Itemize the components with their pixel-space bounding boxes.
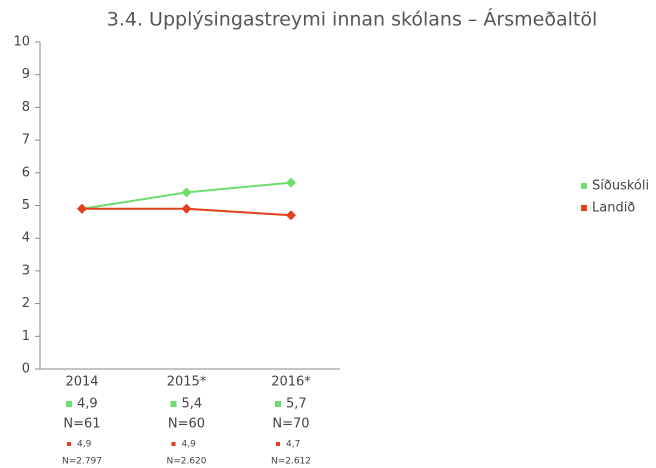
legend-label: Síðuskóli — [592, 179, 649, 194]
y-tick-label: 0 — [22, 362, 30, 377]
legend-swatch — [66, 401, 72, 407]
value-label: 4,7 — [286, 440, 300, 450]
legend-swatch — [581, 205, 587, 211]
n-label: N=2.612 — [271, 457, 311, 467]
y-tick-label: 4 — [22, 231, 30, 246]
y-tick-label: 8 — [22, 100, 30, 115]
point-marker — [286, 210, 296, 221]
legend-swatch — [581, 183, 587, 189]
x-tick-label: 2016* — [271, 375, 311, 390]
y-tick-label: 5 — [22, 198, 30, 213]
n-label: N=2.620 — [166, 457, 206, 467]
n-label: N=60 — [168, 417, 205, 432]
legend-swatch — [276, 442, 280, 446]
y-tick-label: 2 — [22, 296, 30, 311]
legend-swatch — [275, 401, 281, 407]
y-tick-label: 3 — [22, 263, 30, 278]
n-label: N=2.797 — [62, 457, 102, 467]
y-tick-label: 6 — [22, 165, 30, 180]
y-tick-label: 10 — [13, 35, 30, 50]
value-label: 4,9 — [77, 397, 98, 412]
legend-label: Landið — [592, 201, 635, 216]
point-marker — [77, 203, 87, 214]
point-marker — [286, 177, 296, 188]
y-tick-label: 9 — [22, 67, 30, 82]
legend-swatch — [170, 401, 177, 407]
x-tick-label: 2014 — [65, 375, 98, 390]
legend-swatch — [171, 442, 176, 446]
value-label: 5,4 — [182, 397, 203, 412]
chart-title: 3.4. Upplýsingastreymi innan skólans – Á… — [107, 8, 597, 31]
y-tick-label: 7 — [22, 133, 30, 148]
value-label: 4,9 — [77, 440, 92, 450]
value-label: 5,7 — [286, 397, 307, 412]
x-tick-label: 2015* — [167, 375, 207, 390]
value-label: 4,9 — [182, 440, 197, 450]
n-label: N=70 — [272, 417, 309, 432]
n-label: N=61 — [63, 417, 100, 432]
point-marker — [181, 187, 192, 198]
y-tick-label: 1 — [22, 329, 30, 344]
legend-swatch — [67, 442, 71, 446]
point-marker — [181, 203, 192, 214]
